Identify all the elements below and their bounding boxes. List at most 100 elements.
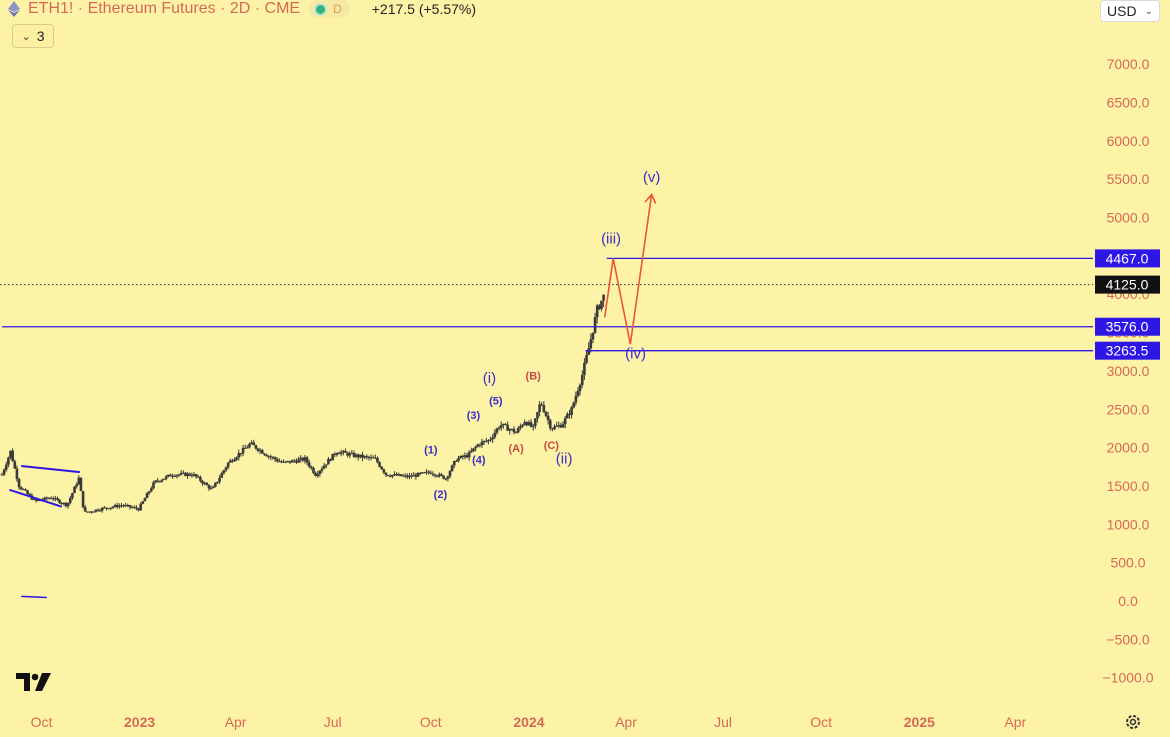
candle-body xyxy=(320,468,324,471)
candle-body xyxy=(19,487,23,490)
candle-body xyxy=(499,425,503,428)
candle-body xyxy=(371,457,375,459)
market-status-pill[interactable]: D xyxy=(308,0,350,18)
candle-body xyxy=(536,412,539,419)
candle-body xyxy=(290,460,294,463)
y-tick-label: 5000.0 xyxy=(1107,210,1150,226)
candle-body xyxy=(534,418,537,426)
wedge-trendline xyxy=(9,488,63,508)
candle-body xyxy=(442,475,445,479)
candle-body xyxy=(11,450,14,462)
candle-body xyxy=(288,460,292,463)
candle-body xyxy=(111,506,115,508)
candle-body xyxy=(327,459,330,465)
price-level-box xyxy=(1095,275,1160,294)
candle-body xyxy=(86,511,89,513)
y-tick-label: 5500.0 xyxy=(1107,171,1150,187)
candle-body xyxy=(395,474,398,476)
candle-body xyxy=(427,471,430,473)
candle-body xyxy=(252,442,256,446)
candle-body xyxy=(34,499,38,501)
candle-body xyxy=(344,450,347,453)
candle-body xyxy=(130,507,134,509)
price-level-box xyxy=(1095,317,1160,336)
x-tick-label: 2023 xyxy=(124,714,155,730)
y-tick-label: 2500.0 xyxy=(1107,401,1150,417)
candle-body xyxy=(425,471,428,473)
candle-body xyxy=(339,452,343,454)
candle-body xyxy=(572,402,576,408)
price-level-label: 3576.0 xyxy=(1106,319,1149,335)
candle-body xyxy=(480,441,484,446)
candle-body xyxy=(239,453,243,455)
price-change: +217.5 (+5.57%) xyxy=(371,1,477,17)
price-level-label: 4467.0 xyxy=(1106,250,1149,266)
time-axis[interactable]: Oct 2023 Apr Jul Oct 2024 Apr Jul Oct 2025 Apr xyxy=(31,714,1027,730)
currency-selector[interactable]: USD ⌄ xyxy=(1100,0,1160,22)
candle-body xyxy=(137,508,140,511)
candle-body xyxy=(105,507,108,509)
candle-body xyxy=(350,452,354,454)
candle-body xyxy=(393,474,396,476)
candle-body xyxy=(233,459,236,462)
candle-body xyxy=(559,425,563,428)
candle-body xyxy=(307,462,311,467)
projection-arrowhead xyxy=(644,193,657,204)
candle-body xyxy=(342,450,345,453)
indicator-count: 3 xyxy=(36,28,45,44)
candle-body xyxy=(182,472,185,474)
wave-label: (iii) xyxy=(601,231,621,248)
candle-body xyxy=(147,491,151,494)
candle-body xyxy=(32,499,36,501)
tradingview-logo-icon[interactable] xyxy=(16,673,52,691)
candle-body xyxy=(98,510,102,512)
candle-body xyxy=(380,466,384,470)
candle-body xyxy=(576,390,580,396)
candle-body xyxy=(118,505,121,508)
candle-body xyxy=(570,407,573,415)
candle-body xyxy=(440,474,443,476)
candle-body xyxy=(58,499,61,504)
candle-body xyxy=(495,428,499,433)
y-tick-label: −500.0 xyxy=(1106,631,1149,647)
candle-body xyxy=(92,511,96,513)
candle-body xyxy=(7,457,10,465)
candle-body xyxy=(519,426,522,429)
candle-body xyxy=(267,456,270,458)
candle-body xyxy=(17,478,21,488)
x-tick-label: Apr xyxy=(615,714,637,730)
candle-body xyxy=(246,447,249,449)
candle-body xyxy=(203,482,206,484)
candle-body xyxy=(164,476,168,479)
candle-body xyxy=(24,489,27,491)
candle-body xyxy=(391,475,394,477)
market-open-dot-icon xyxy=(316,4,326,14)
candle-body xyxy=(523,422,526,426)
candle-body xyxy=(0,474,4,476)
candle-body xyxy=(508,429,512,431)
candle-body xyxy=(324,464,328,466)
candle-body xyxy=(433,474,437,476)
symbol-header[interactable]: ETH1! · Ethereum Futures · 2D · CME D +2… xyxy=(8,0,476,18)
candle-body xyxy=(546,415,550,421)
candle-body xyxy=(295,460,298,463)
candle-body xyxy=(399,474,403,477)
price-axis[interactable]: 7000.06500.06000.05500.05000.04500.04000… xyxy=(1095,56,1160,686)
candle-body xyxy=(9,450,12,458)
candle-body xyxy=(173,475,177,477)
candle-body xyxy=(544,411,548,416)
candle-body xyxy=(504,423,507,425)
candle-body xyxy=(184,472,187,477)
indicator-collapse-button[interactable]: ⌄ 3 xyxy=(12,24,54,48)
candle-body xyxy=(598,305,601,309)
candle-body xyxy=(563,418,567,425)
candle-body xyxy=(331,453,334,461)
gear-icon[interactable] xyxy=(1124,713,1142,731)
y-tick-label: 1500.0 xyxy=(1107,478,1150,494)
candle-body xyxy=(316,474,320,476)
candle-body xyxy=(107,508,110,510)
candle-body xyxy=(73,486,76,494)
chevron-down-icon: ⌄ xyxy=(21,30,31,43)
candle-body xyxy=(448,471,452,477)
